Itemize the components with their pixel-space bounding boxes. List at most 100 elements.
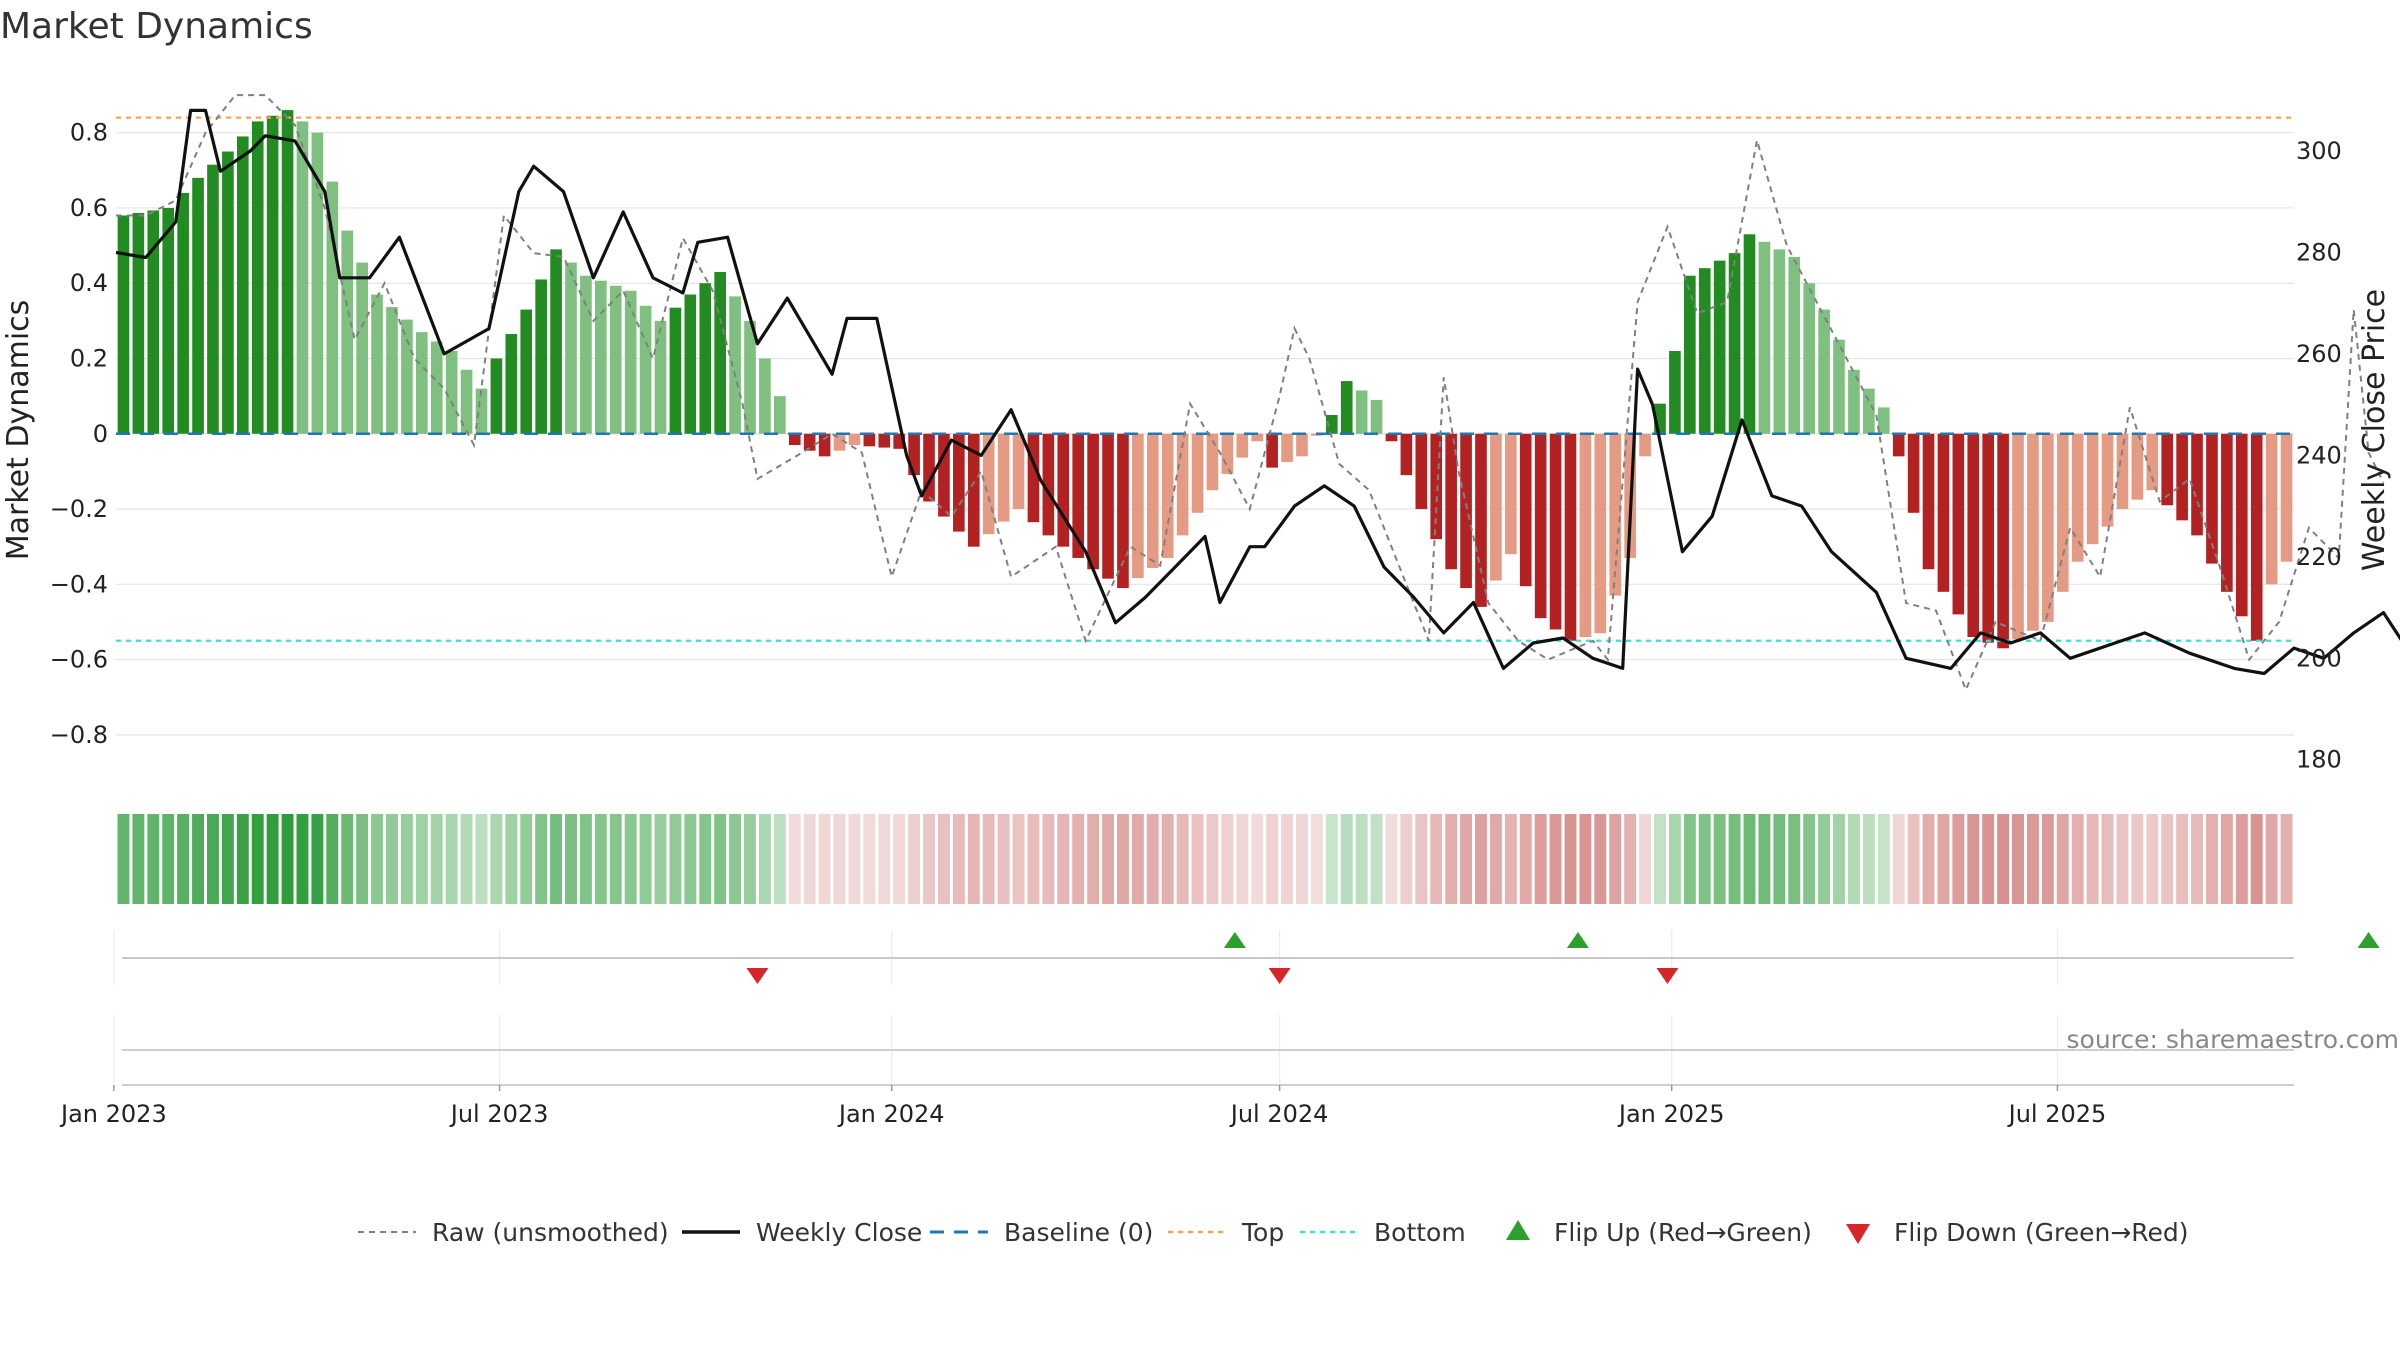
y2-axis-title: Weekly Close Price <box>2357 289 2392 571</box>
regime-cell <box>1997 814 2010 904</box>
regime-cell <box>654 814 667 904</box>
dynamics-bar <box>1937 433 1950 592</box>
dynamics-bar <box>1743 234 1756 434</box>
dynamics-bar <box>788 433 801 446</box>
dynamics-bar <box>1191 433 1204 513</box>
regime-cell <box>2235 814 2248 904</box>
dynamics-bar <box>1475 433 1487 607</box>
regime-cell <box>2265 814 2278 904</box>
regime-cell <box>2071 814 2084 904</box>
dynamics-bar <box>1922 433 1935 570</box>
dynamics-bar <box>177 192 189 434</box>
y-tick-label: −0.6 <box>50 646 108 674</box>
regime-cell <box>520 814 533 904</box>
dynamics-bar <box>1370 399 1383 434</box>
dynamics-bar <box>1042 433 1055 536</box>
regime-cell <box>639 814 652 904</box>
dynamics-bar <box>639 305 652 434</box>
x-tick-label: Jul 2024 <box>1229 1100 1329 1128</box>
regime-cell <box>997 814 1010 904</box>
legend-flip-up: Flip Up (Red→Green) <box>1506 1218 1812 1247</box>
dynamics-bar <box>1057 433 1070 547</box>
dynamics-bar <box>1355 390 1368 434</box>
regime-cell <box>192 814 205 904</box>
dynamics-bar <box>1176 433 1189 536</box>
regime-cell <box>2176 814 2189 904</box>
dynamics-bar <box>1281 433 1293 462</box>
regime-cell <box>1579 814 1592 904</box>
regime-cell <box>1833 814 1845 904</box>
dynamics-bar <box>251 121 264 434</box>
legend-baseline: Baseline (0) <box>930 1218 1153 1247</box>
dynamics-bar <box>430 341 443 434</box>
dynamics-bar <box>803 433 816 451</box>
regime-cell <box>1609 814 1622 904</box>
dynamics-bar <box>296 121 309 434</box>
regime-cell <box>1788 814 1801 904</box>
regime-cell <box>1251 814 1264 904</box>
dynamics-bar <box>624 290 637 434</box>
regime-cell <box>415 814 428 904</box>
raw-line <box>116 94 2385 693</box>
dynamics-bar <box>1087 433 1099 570</box>
regime-cell <box>758 814 771 904</box>
dynamics-bar <box>550 249 562 434</box>
regime-cell <box>609 814 622 904</box>
regime-cell <box>1564 814 1577 904</box>
regime-cell <box>251 814 264 904</box>
dynamics-bar <box>833 433 846 451</box>
regime-cell <box>1698 814 1711 904</box>
regime-cell <box>356 814 369 904</box>
reference-lines <box>116 116 2294 642</box>
regime-cell <box>1758 814 1771 904</box>
series-lines <box>115 94 2400 693</box>
dynamics-bar <box>1534 433 1547 619</box>
regime-cell <box>1683 814 1696 904</box>
regime-cell <box>1728 814 1741 904</box>
regime-cell <box>1430 814 1443 904</box>
dynamics-bar <box>2146 433 2159 491</box>
dynamics-bar <box>729 296 741 434</box>
dynamics-bar <box>669 307 682 434</box>
dynamics-bar <box>1161 433 1174 558</box>
regime-cell <box>2086 814 2099 904</box>
y-tick-label: 0.2 <box>70 344 108 372</box>
dynamics-bar <box>953 433 965 532</box>
dynamics-bar <box>684 294 697 434</box>
dynamics-bar <box>162 207 175 434</box>
regime-cell <box>788 814 801 904</box>
dynamics-bar <box>356 262 368 434</box>
main-plot: 0.8 0.6 0.4 0.2 0 −0.2 −0.4 −0.6 −0.8 300 280 260 2… <box>1 94 2400 774</box>
dynamics-bar <box>1504 433 1517 555</box>
regime-cell <box>1489 814 1502 904</box>
dynamics-bar <box>2071 433 2084 562</box>
regime-cell <box>2131 814 2144 904</box>
regime-cell <box>132 814 145 904</box>
regime-cell <box>1892 814 1905 904</box>
dynamics-bar <box>714 271 726 434</box>
regime-cell <box>311 814 324 904</box>
regime-cell <box>445 814 458 904</box>
regime-cell <box>1072 814 1085 904</box>
dynamics-bar <box>1877 407 1890 434</box>
dynamics-bar <box>207 164 219 434</box>
regime-cell <box>2041 814 2054 904</box>
dynamics-bar <box>1132 433 1144 579</box>
regime-cell <box>967 814 980 904</box>
dynamics-bar <box>863 433 876 447</box>
dynamics-bar <box>341 230 354 434</box>
dynamics-bar <box>1728 253 1741 434</box>
regime-cell <box>952 814 965 904</box>
dynamics-bar <box>2056 433 2069 592</box>
regime-cell <box>1907 814 1920 904</box>
regime-cell <box>1475 814 1487 904</box>
dynamics-bar <box>1549 433 1562 630</box>
regime-cell <box>1236 814 1249 904</box>
flip-down-marker <box>1268 968 1291 984</box>
dynamics-bar <box>1266 433 1278 468</box>
regime-cell <box>475 814 488 904</box>
dynamics-bar <box>967 433 980 547</box>
y-axis-title: Market Dynamics <box>1 300 36 561</box>
dynamics-bar <box>2012 433 2024 640</box>
dynamics-bar <box>699 283 712 434</box>
